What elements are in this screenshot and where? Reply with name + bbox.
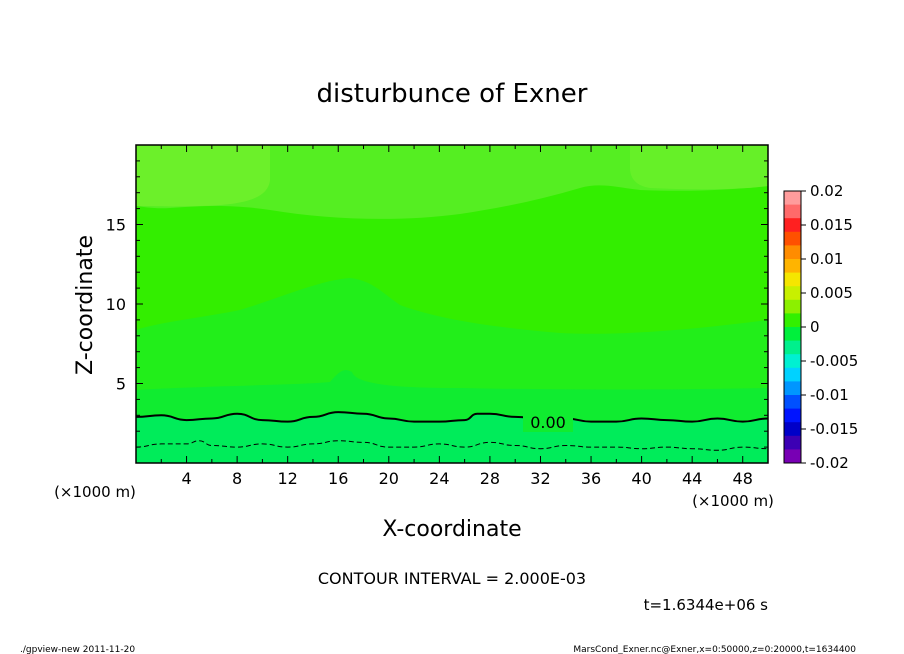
x-tick-label: 24 bbox=[429, 469, 449, 488]
x-tick-label: 44 bbox=[682, 469, 702, 488]
contour-label-bg bbox=[523, 410, 573, 432]
x-tick-label: 20 bbox=[379, 469, 399, 488]
colorbar-tick-label: 0.015 bbox=[810, 216, 853, 234]
colorbar bbox=[784, 191, 801, 464]
y-axis: 5 10 15 bbox=[106, 160, 768, 448]
field-region-upper bbox=[136, 145, 768, 219]
colorbar-segment bbox=[784, 204, 801, 219]
colorbar-segment bbox=[784, 272, 801, 287]
x-tick-label: 28 bbox=[480, 469, 500, 488]
x-tick-label: 32 bbox=[530, 469, 550, 488]
colorbar-tick-label: 0.02 bbox=[810, 182, 843, 200]
field-region-negative bbox=[136, 412, 768, 463]
colorbar-segment bbox=[784, 231, 801, 246]
colorbar-segment bbox=[784, 367, 801, 382]
footer-left: ./gpview-new 2011-11-20 bbox=[20, 645, 135, 654]
colorbar-segment bbox=[784, 395, 801, 410]
colorbar-segment bbox=[784, 313, 801, 328]
y-tick-label: 15 bbox=[106, 216, 126, 235]
x-tick-label: 48 bbox=[733, 469, 753, 488]
colorbar-tick-label: -0.015 bbox=[810, 420, 858, 438]
colorbar-tick-label: 0.01 bbox=[810, 250, 843, 268]
colorbar-segment bbox=[784, 191, 801, 206]
colorbar-segment bbox=[784, 381, 801, 396]
colorbar-segment bbox=[784, 449, 801, 464]
x-tick-label: 40 bbox=[631, 469, 651, 488]
colorbar-segment bbox=[784, 408, 801, 423]
colorbar-segment bbox=[784, 286, 801, 301]
colorbar-segment bbox=[784, 327, 801, 342]
x-tick-label: 36 bbox=[581, 469, 601, 488]
x-tick-label: 8 bbox=[232, 469, 242, 488]
colorbar-segment bbox=[784, 245, 801, 260]
x-tick-label: 16 bbox=[328, 469, 348, 488]
field-region-upper-right bbox=[630, 145, 768, 190]
contour-label: 0.00 bbox=[530, 413, 566, 432]
colorbar-segment bbox=[784, 299, 801, 314]
y-tick-label: 5 bbox=[116, 375, 126, 394]
time-text: t=1.6344e+06 s bbox=[644, 596, 769, 614]
x-tick-label: 12 bbox=[278, 469, 298, 488]
y-axis-label: Z-coordinate bbox=[73, 235, 98, 375]
x-unit-note-left: (×1000 m) bbox=[54, 483, 136, 501]
zero-contour-line bbox=[136, 411, 768, 423]
x-tick-label: 4 bbox=[181, 469, 191, 488]
contour-interval-text: CONTOUR INTERVAL = 2.000E-03 bbox=[318, 569, 586, 588]
y-tick-label: 10 bbox=[106, 295, 126, 314]
x-axis-label: X-coordinate bbox=[382, 517, 521, 542]
colorbar-segment bbox=[784, 218, 801, 233]
colorbar-segment bbox=[784, 435, 801, 450]
filled-contours: 0.00 bbox=[136, 145, 768, 463]
colorbar-tick-label: 0 bbox=[810, 318, 820, 336]
x-axis: 4 8 12 16 20 24 28 32 36 40 44 48 bbox=[135, 145, 769, 488]
colorbar-tick-label: 0.005 bbox=[810, 284, 853, 302]
colorbar-tick-label: -0.02 bbox=[810, 454, 849, 472]
colorbar-segment bbox=[784, 422, 801, 437]
field-region-upper-left bbox=[136, 145, 270, 207]
x-unit-note-right: (×1000 m) bbox=[692, 492, 774, 510]
footer-right: MarsCond_Exner.nc@Exner,x=0:50000,z=0:20… bbox=[573, 645, 856, 654]
colorbar-tick-label: -0.01 bbox=[810, 386, 849, 404]
colorbar-ticks: 0.02 0.015 0.01 0.005 0 -0.005 -0.01 -0.015 -0.0… bbox=[801, 182, 858, 472]
colorbar-segment bbox=[784, 259, 801, 274]
colorbar-segment bbox=[784, 354, 801, 369]
colorbar-tick-label: -0.005 bbox=[810, 352, 858, 370]
chart-title: disturbunce of Exner bbox=[317, 79, 588, 109]
negative-contour-line bbox=[136, 440, 768, 451]
colorbar-segment bbox=[784, 340, 801, 355]
